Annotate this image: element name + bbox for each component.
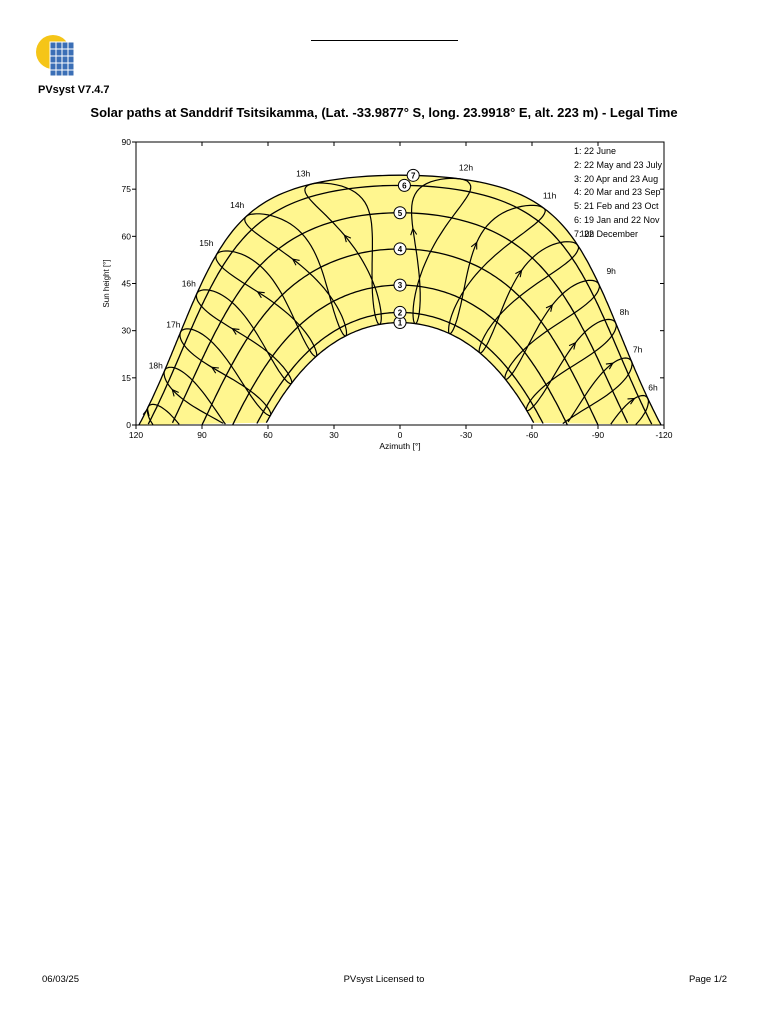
- sun-path-band: [138, 175, 662, 425]
- hour-curve-6h: [610, 394, 650, 425]
- report-title: Solar paths at Sanddrif Tsitsikamma, (La…: [90, 105, 678, 120]
- hour-arrow-11h: [470, 241, 478, 250]
- hour-label-11h: 11h: [543, 191, 557, 201]
- x-tick-label: 30: [329, 430, 339, 440]
- chart-legend: 1: 22 June 2: 22 May and 23 July 3: 20 Apr…: [574, 145, 662, 242]
- hour-label-18h: 18h: [149, 360, 163, 370]
- hour-curve-16h: [195, 289, 293, 385]
- x-tick-label: -60: [526, 430, 539, 440]
- hour-arrow-19h: [142, 407, 150, 417]
- x-tick-label: -120: [655, 430, 672, 440]
- hour-label-15h: 15h: [199, 238, 213, 248]
- hour-curve-8h: [525, 318, 617, 412]
- hour-arrow-7h: [605, 362, 614, 370]
- footer-license: PVsyst Licensed to: [343, 974, 425, 985]
- hour-label-7h: 7h: [633, 345, 643, 355]
- hour-arrow-15h: [256, 291, 265, 299]
- hour-curve-15h: [215, 250, 318, 358]
- series-marker-label: 6: [402, 181, 407, 190]
- series-marker-label: 5: [398, 209, 403, 218]
- hour-curve-17h: [179, 328, 272, 417]
- hour-curve-14h: [244, 213, 348, 337]
- hour-arrow-10h: [515, 269, 523, 278]
- hour-label-9h: 9h: [606, 266, 616, 276]
- hour-curve-11h: [448, 204, 546, 335]
- hour-label-13h: 13h: [296, 169, 310, 179]
- hour-curve-9h: [504, 279, 600, 381]
- legend-item-3: 3: 20 Apr and 23 Aug: [574, 173, 659, 184]
- hour-arrow-17h: [210, 366, 219, 374]
- x-tick-label: -90: [592, 430, 605, 440]
- series-marker-label: 3: [398, 281, 403, 290]
- hour-label-6h: 6h: [648, 382, 658, 392]
- series-marker-7: [406, 168, 420, 182]
- legend-item-6: 6: 19 Jan and 22 Nov: [574, 214, 660, 225]
- x-axis-label: Azimuth [°]: [379, 441, 420, 451]
- hour-arrow-12h: [410, 227, 418, 236]
- sun-path-chart: 120 90 60 30 0 -30 -60 -90 -1200153045607590Azim…: [102, 137, 673, 451]
- legend-item-1: 1: 22 June: [574, 146, 617, 156]
- x-tick-label: 120: [129, 430, 143, 440]
- header-rule: [311, 40, 458, 41]
- hour-curve-18h: [163, 366, 226, 425]
- y-tick-label: 45: [122, 279, 132, 289]
- series-marker-label: 7: [411, 171, 416, 180]
- hour-curve-13h: [304, 182, 382, 326]
- hour-label-12h: 12h: [459, 162, 473, 172]
- x-tick-label: 60: [263, 430, 273, 440]
- hour-arrow-16h: [231, 328, 240, 335]
- hour-label-16h: 16h: [182, 279, 196, 289]
- hour-curve-12h: [411, 177, 472, 325]
- legend-item-4: 4: 20 Mar and 23 Sep: [574, 187, 661, 198]
- hour-label-8h: 8h: [620, 307, 630, 317]
- hour-arrow-6h: [627, 397, 636, 405]
- series-marker-4: [393, 242, 407, 256]
- hour-arrow-13h: [343, 234, 352, 243]
- x-tick-label: 90: [197, 430, 207, 440]
- hour-arrow-18h: [171, 388, 179, 397]
- y-tick-label: 30: [122, 326, 132, 336]
- legend-item-2: 2: 22 May and 23 July: [574, 159, 663, 170]
- series-marker-6: [397, 178, 411, 192]
- y-tick-label: 15: [122, 373, 132, 383]
- series-marker-label: 1: [398, 318, 403, 327]
- day-curve-1: [138, 174, 662, 426]
- series-marker-label: 2: [398, 308, 403, 317]
- y-axis-label: Sun height [°]: [102, 259, 111, 307]
- y-tick-label: 60: [122, 231, 132, 241]
- hour-arrow-14h: [291, 258, 300, 266]
- hour-curve-10h: [478, 241, 580, 354]
- footer-page: Page 1/2: [688, 974, 727, 985]
- pvsyst-logo: [34, 32, 76, 78]
- legend-item-7: 7: 22 December: [574, 228, 639, 239]
- footer-date: 06/03/25: [42, 974, 79, 985]
- series-marker-2: [393, 305, 407, 319]
- hour-arrow-9h: [545, 304, 554, 312]
- hour-label-10h: 10h: [580, 228, 594, 238]
- hour-arrow-8h: [568, 341, 577, 350]
- hour-label-14h: 14h: [230, 200, 244, 210]
- series-marker-5: [393, 206, 407, 220]
- logo-panel-icon: [49, 41, 75, 77]
- app-version: PVsyst V7.4.7: [38, 84, 110, 96]
- series-marker-3: [393, 278, 407, 292]
- hour-label-17h: 17h: [166, 320, 180, 330]
- hour-curve-19h: [146, 403, 180, 425]
- x-tick-label: -30: [460, 430, 473, 440]
- legend-item-5: 5: 21 Feb and 23 Oct: [574, 201, 659, 212]
- y-tick-label: 90: [122, 137, 132, 147]
- hour-curve-7h: [562, 357, 633, 425]
- x-tick-label: 0: [398, 430, 403, 440]
- y-tick-label: 75: [122, 184, 132, 194]
- series-marker-label: 4: [398, 245, 403, 254]
- y-tick-label: 0: [126, 420, 131, 430]
